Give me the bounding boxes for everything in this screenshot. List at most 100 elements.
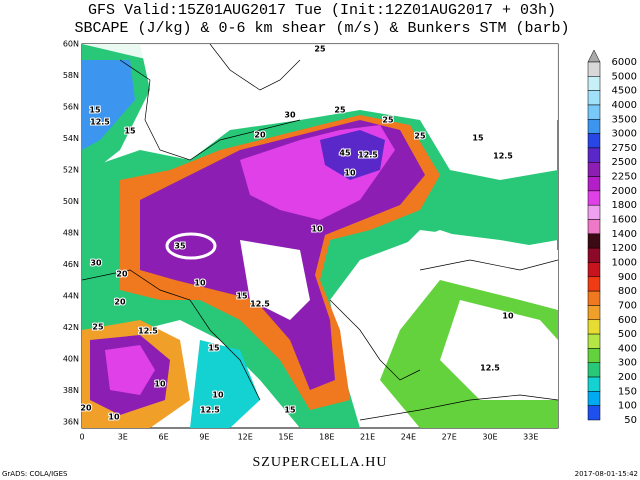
contour-label: 10 — [344, 169, 356, 178]
contour-label: 20 — [114, 298, 126, 307]
colorbar-label: 400 — [618, 343, 637, 354]
coastlines — [82, 44, 558, 421]
lat-label: 38N — [63, 386, 79, 395]
highlight-ellipse — [165, 232, 217, 260]
contour-label: 15 — [208, 344, 220, 353]
lon-label: 27E — [442, 433, 457, 442]
contour-label: 20 — [116, 270, 128, 279]
colorbar-box — [587, 147, 601, 163]
contour-label: 15 — [284, 406, 296, 415]
colorbar-label: 700 — [618, 300, 637, 311]
lat-label: 44N — [63, 292, 79, 301]
colorbar-label: 6000 — [612, 57, 637, 68]
colorbar-label: 150 — [618, 386, 637, 397]
contour-label: 12.5 — [90, 118, 110, 127]
lon-label: 12E — [238, 433, 253, 442]
contour-label: 30 — [284, 111, 296, 120]
colorbar-box — [587, 262, 601, 278]
colorbar-box — [587, 204, 601, 220]
colorbar-box — [587, 333, 601, 349]
colorbar-label: 5000 — [612, 71, 637, 82]
lat-label: 56N — [63, 103, 79, 112]
lon-label: 6E — [159, 433, 169, 442]
lon-label: 21E — [360, 433, 375, 442]
colorbar-label: 100 — [618, 401, 637, 412]
colorbar-box — [587, 305, 601, 321]
colorbar-box — [587, 290, 601, 306]
contour-label: 30 — [90, 259, 102, 268]
title: GFS Valid:15Z01AUG2017 Tue (Init:12Z01AU… — [88, 2, 556, 19]
lon-label: 0 — [79, 433, 84, 442]
colorbar-box — [587, 405, 601, 421]
cape-field — [82, 44, 558, 428]
colorbar-box — [587, 376, 601, 392]
lat-label: 54N — [63, 134, 79, 143]
colorbar-label: 800 — [618, 286, 637, 297]
colorbar-label: 3500 — [612, 114, 637, 125]
lon-label: 18E — [319, 433, 334, 442]
colorbar-box — [587, 362, 601, 378]
colorbar-box — [587, 276, 601, 292]
colorbar-box — [587, 104, 601, 120]
lon-label: 9E — [199, 433, 209, 442]
site-name: SZUPERCELLA.HU — [253, 455, 388, 470]
colorbar-label: 300 — [618, 358, 637, 369]
lat-label: 58N — [63, 71, 79, 80]
lat-label: 50N — [63, 197, 79, 206]
contour-label: 10 — [502, 312, 514, 321]
contour-label: 20 — [80, 404, 92, 413]
contour-label: 15 — [89, 106, 101, 115]
colorbar-box — [587, 391, 601, 406]
contour-label: 10 — [311, 225, 323, 234]
contour-label: 15 — [124, 127, 136, 136]
lon-label: 24E — [401, 433, 416, 442]
lat-label: 40N — [63, 355, 79, 364]
contour-label: 35 — [174, 242, 186, 251]
colorbar-label: 1000 — [612, 257, 637, 268]
lat-label: 46N — [63, 260, 79, 269]
colorbar-label: 50 — [624, 415, 637, 426]
colorbar-box — [587, 161, 601, 177]
colorbar-label: 3000 — [612, 129, 637, 140]
colorbar-label: 2750 — [612, 143, 637, 154]
colorbar-label: 4000 — [612, 100, 637, 111]
colorbar-label: 1800 — [612, 200, 637, 211]
lat-label: 48N — [63, 229, 79, 238]
colorbar-box — [587, 219, 601, 235]
lat-label: 42N — [63, 323, 79, 332]
colorbar-label: 2500 — [612, 157, 637, 168]
contour-label: 25 — [414, 132, 426, 141]
colorbar-label: 200 — [618, 372, 637, 383]
contour-label: 12.5 — [358, 151, 378, 160]
colorbar-arrow — [587, 49, 601, 63]
colorbar-box — [587, 61, 601, 77]
colorbar-box — [587, 348, 601, 363]
colorbar-label: 4500 — [612, 86, 637, 97]
colorbar-box — [587, 76, 601, 91]
lat-label: 36N — [63, 418, 79, 427]
contour-label: 25 — [382, 116, 394, 125]
colorbar-label: 600 — [618, 315, 637, 326]
colorbar-box — [587, 133, 601, 149]
lon-label: 33E — [523, 433, 538, 442]
colorbar-label: 1200 — [612, 243, 637, 254]
contour-label: 10 — [154, 380, 166, 389]
contour-label: 12.5 — [138, 327, 158, 336]
software-credit: GrADS: COLA/IGES — [2, 470, 68, 478]
colorbar-label: 900 — [618, 272, 637, 283]
colorbar-label: 1600 — [612, 215, 637, 226]
contour-label: 25 — [92, 323, 104, 332]
contour-label: 45 — [339, 149, 351, 158]
contour-label: 10 — [108, 413, 120, 422]
contour-label: 25 — [334, 106, 346, 115]
colorbar-box — [587, 176, 601, 192]
colorbar-label: 500 — [618, 329, 637, 340]
contour-label: 12.5 — [200, 406, 220, 415]
contour-label: 15 — [472, 134, 484, 143]
colorbar-box — [587, 319, 601, 335]
colorbar-box — [587, 119, 601, 134]
timestamp: 2017-08-01-15:42 — [575, 470, 638, 478]
contour-label: 10 — [212, 391, 224, 400]
map-area — [81, 43, 559, 429]
